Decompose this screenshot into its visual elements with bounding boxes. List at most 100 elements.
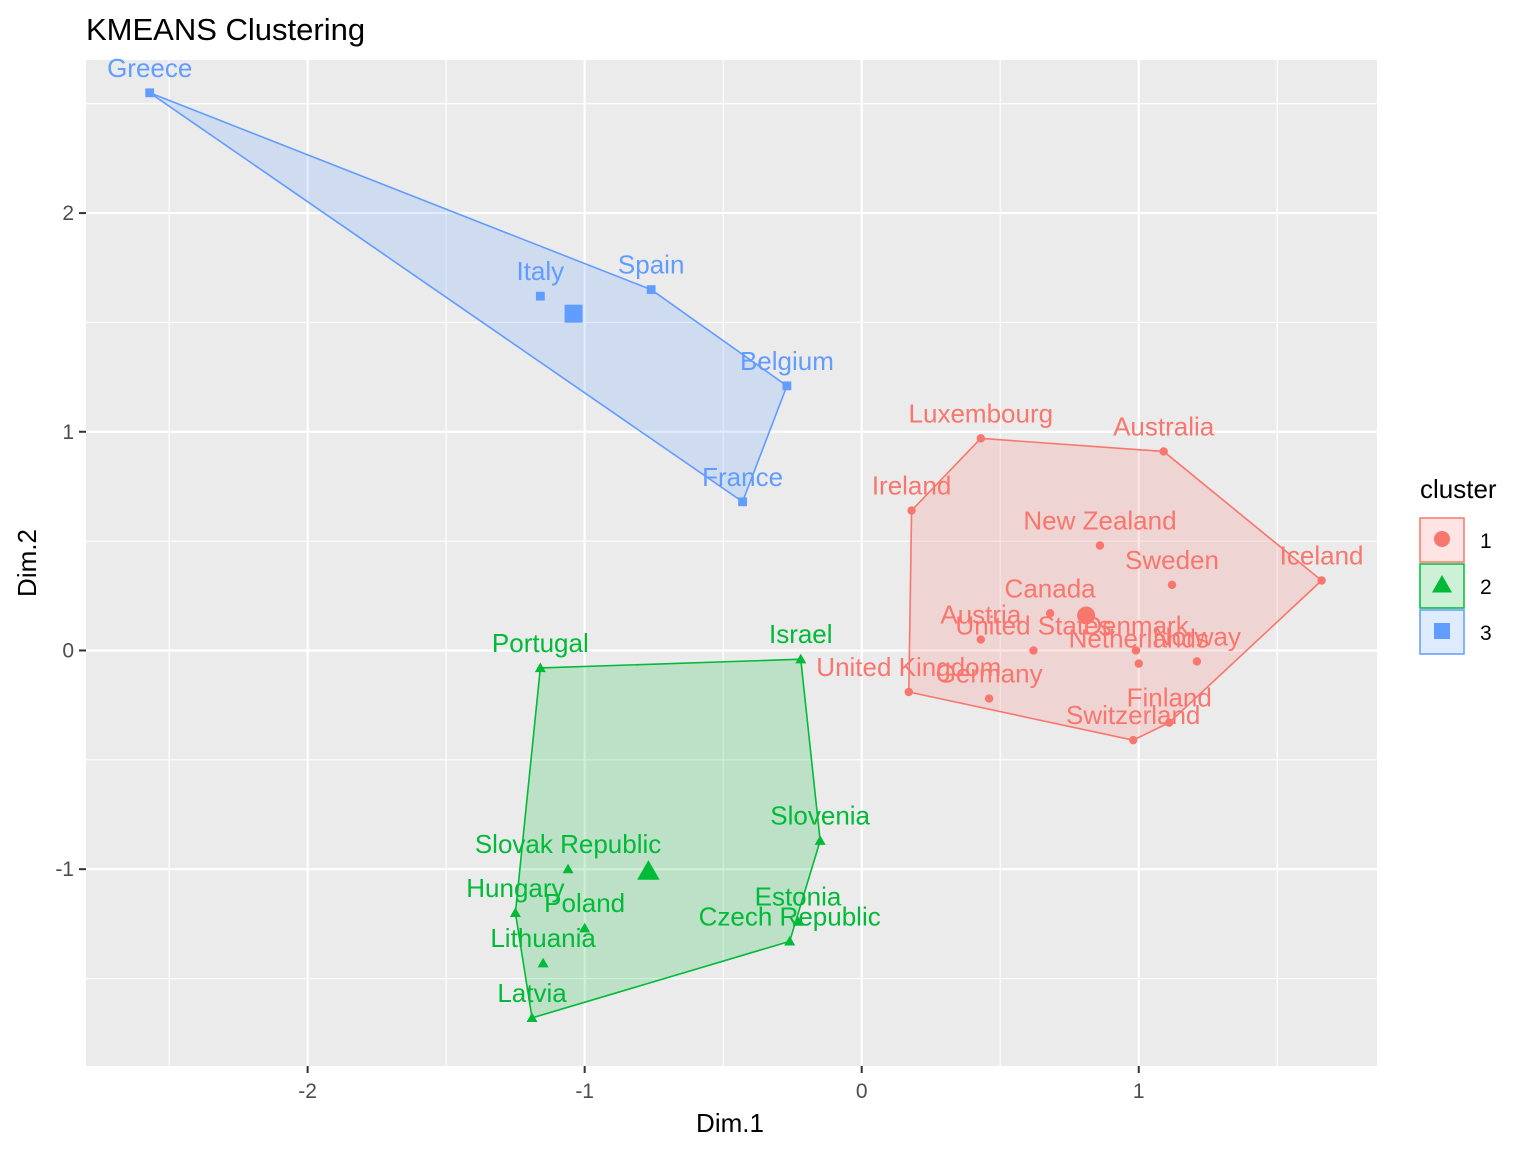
cluster-hulls [149, 92, 1323, 1019]
label-united-states: United States [955, 610, 1111, 640]
legend-label: 1 [1480, 530, 1492, 553]
x-tick-label: -1 [575, 1080, 594, 1103]
label-iceland: Iceland [1280, 540, 1364, 570]
point-iceland [1317, 576, 1326, 585]
legend-marker-square [1434, 623, 1450, 639]
point-israel [795, 653, 807, 664]
y-tick-label: 2 [62, 202, 74, 225]
cluster-1-hull [907, 437, 1323, 741]
label-australia: Australia [1113, 411, 1215, 441]
centroid-cluster-2 [637, 860, 660, 880]
x-tick-label: 1 [1133, 1080, 1145, 1103]
label-denmark: Denmark [1083, 610, 1189, 640]
x-tick-label: 0 [856, 1080, 868, 1103]
y-axis: -1 0 1 2 [55, 202, 86, 881]
point-canada [1045, 609, 1055, 618]
label-finland: Finland [1127, 683, 1212, 713]
legend-item-3: 3 [1419, 609, 1492, 655]
y-axis-label: Dim.2 [12, 529, 42, 597]
point-slovenia [814, 835, 826, 845]
point-ireland [907, 506, 916, 515]
label-austria: Austria [940, 600, 1021, 630]
legend-swatch [1419, 609, 1465, 655]
label-united-kingdom: United Kingdom [816, 652, 1001, 682]
point-united-kingdom [904, 687, 914, 697]
label-belgium: Belgium [740, 346, 834, 376]
point-poland [579, 922, 591, 933]
point-switzerland [1129, 735, 1138, 745]
centroid-cluster-3 [564, 304, 583, 323]
point-denmark [1131, 646, 1141, 655]
label-italy: Italy [516, 256, 564, 286]
y-tick-label: -1 [55, 858, 74, 881]
x-tick-label: -2 [298, 1080, 317, 1103]
cluster-centroids [564, 304, 1096, 880]
point-luxembourg [976, 434, 986, 443]
label-germany: Germany [936, 659, 1043, 689]
legend-keys: 1 2 3 [1419, 517, 1492, 655]
label-poland: Poland [544, 888, 625, 918]
point-lithuania [537, 957, 549, 968]
legend-marker-triangle [1432, 575, 1452, 593]
label-portugal: Portugal [492, 628, 589, 658]
point-belgium [782, 381, 792, 391]
y-tick-label: 0 [62, 639, 74, 662]
chart-title: KMEANS Clustering [86, 12, 365, 47]
point-labels: Luxembourg Australia Ireland New Zealand Swe… [107, 53, 1363, 1008]
point-united-states [1029, 646, 1038, 655]
point-hungary [509, 907, 521, 918]
label-france: France [702, 462, 783, 492]
label-israel: Israel [769, 619, 833, 649]
y-tick-label: 1 [62, 421, 74, 444]
legend: cluster 1 2 3 [1419, 474, 1497, 655]
label-new-zealand: New Zealand [1023, 506, 1176, 536]
label-norway: Norway [1153, 621, 1241, 651]
point-greece [145, 88, 155, 98]
grid-minor [86, 60, 1377, 1066]
point-czech-republic [784, 935, 796, 946]
label-lithuania: Lithuania [490, 923, 596, 953]
centroid-cluster-1 [1077, 606, 1096, 625]
label-ireland: Ireland [872, 471, 952, 501]
point-australia [1159, 447, 1168, 456]
label-estonia: Estonia [755, 882, 842, 912]
x-axis: -2 -1 0 1 [298, 1066, 1145, 1103]
legend-item-2: 2 [1419, 563, 1492, 609]
point-germany [984, 694, 994, 703]
point-finland [1165, 718, 1174, 727]
label-slovak-republic: Slovak Republic [475, 829, 661, 859]
plot-panel [86, 60, 1377, 1066]
legend-label: 2 [1480, 576, 1492, 599]
point-new-zealand [1095, 541, 1105, 550]
point-portugal [534, 662, 546, 673]
label-canada: Canada [1005, 573, 1097, 603]
label-latvia: Latvia [497, 978, 567, 1008]
point-sweden [1167, 580, 1177, 590]
label-slovenia: Slovenia [770, 801, 870, 831]
legend-item-1: 1 [1419, 517, 1492, 563]
label-greece: Greece [107, 53, 192, 83]
point-slovak-republic [562, 863, 574, 874]
label-luxembourg: Luxembourg [909, 398, 1054, 428]
point-france [738, 497, 747, 507]
grid-major [86, 60, 1377, 1066]
point-italy [535, 291, 545, 301]
legend-title: cluster [1420, 474, 1497, 504]
point-latvia [526, 1012, 538, 1023]
label-switzerland: Switzerland [1066, 700, 1200, 730]
label-spain: Spain [618, 250, 685, 280]
x-axis-label: Dim.1 [696, 1108, 764, 1138]
point-norway [1192, 657, 1202, 666]
point-spain [646, 285, 656, 295]
legend-label: 3 [1480, 622, 1492, 645]
label-netherlands: Netherlands [1069, 624, 1209, 654]
label-czech-republic: Czech Republic [699, 901, 881, 931]
point-austria [976, 635, 986, 644]
legend-marker-circle [1434, 531, 1450, 547]
point-netherlands [1134, 659, 1143, 668]
label-hungary: Hungary [466, 873, 564, 903]
label-sweden: Sweden [1125, 545, 1219, 575]
data-points [145, 88, 1326, 1023]
point-estonia [792, 916, 804, 926]
